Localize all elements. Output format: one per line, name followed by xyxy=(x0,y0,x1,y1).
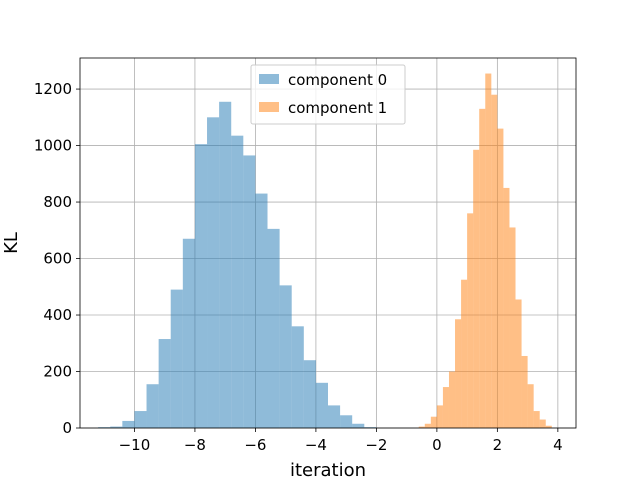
series-0-bars xyxy=(98,101,377,429)
bar-series-0-bin-21 xyxy=(352,423,365,428)
x-tick-label: 0 xyxy=(432,436,442,454)
bar-series-0-bin-14 xyxy=(267,228,280,428)
y-tick-label: 1000 xyxy=(34,137,72,155)
bar-series-1-bin-14 xyxy=(503,187,510,428)
legend-label-component-1: component 1 xyxy=(288,99,387,117)
bar-series-1-bin-2 xyxy=(430,416,437,428)
y-tick-label: 400 xyxy=(43,306,72,324)
bar-series-0-bin-17 xyxy=(303,360,316,428)
bar-series-1-bin-21 xyxy=(545,425,552,428)
y-tick-label: 800 xyxy=(43,193,72,211)
bar-series-1-bin-8 xyxy=(467,213,474,428)
x-tick-label: 2 xyxy=(493,436,503,454)
bar-series-0-bin-16 xyxy=(291,326,304,428)
bar-series-0-bin-8 xyxy=(194,144,208,429)
bar-series-0-bin-18 xyxy=(315,382,328,428)
x-tick-label: −10 xyxy=(119,436,151,454)
bar-series-0-bin-15 xyxy=(279,285,292,428)
bar-series-0-bin-1 xyxy=(110,426,123,428)
y-tick-label: 600 xyxy=(43,250,72,268)
bar-series-1-bin-3 xyxy=(436,405,443,428)
bar-series-0-bin-0 xyxy=(98,427,111,428)
series-1-bars xyxy=(418,73,552,429)
x-tick-label: −8 xyxy=(184,436,206,454)
bar-series-1-bin-17 xyxy=(521,355,528,428)
histogram-bars xyxy=(98,73,552,429)
bar-series-0-bin-11 xyxy=(231,135,244,428)
bar-series-0-bin-10 xyxy=(219,101,232,428)
bar-series-1-bin-15 xyxy=(509,227,516,428)
legend-label-component-0: component 0 xyxy=(288,71,387,89)
bar-series-0-bin-12 xyxy=(243,155,256,428)
legend-swatch-component-1 xyxy=(259,102,279,112)
bar-series-1-bin-10 xyxy=(479,108,486,428)
legend: component 0 component 1 xyxy=(250,64,406,125)
y-tick-label: 0 xyxy=(62,419,72,437)
bar-series-0-bin-6 xyxy=(170,289,183,428)
bar-series-1-bin-11 xyxy=(485,73,492,428)
bar-series-1-bin-5 xyxy=(448,371,456,428)
x-tick-label: −6 xyxy=(244,436,266,454)
plot-frame xyxy=(79,57,577,429)
legend-frame xyxy=(250,64,406,125)
x-tick-label: −2 xyxy=(365,436,387,454)
bar-series-1-bin-6 xyxy=(455,319,462,428)
bar-series-1-bin-16 xyxy=(515,299,522,428)
bar-series-1-bin-13 xyxy=(497,128,504,428)
axis-ticks: −10 −8 −6 −4 −2 0 2 4 0 200 400 600 800 1000 1200 xyxy=(34,80,563,454)
bar-series-0-bin-9 xyxy=(207,117,220,428)
bar-series-1-bin-20 xyxy=(539,419,546,428)
x-tick-label: −4 xyxy=(305,436,327,454)
bar-series-1-bin-9 xyxy=(473,149,480,429)
bar-series-1-bin-0 xyxy=(418,426,425,428)
y-tick-label: 1200 xyxy=(34,80,72,98)
bar-series-1-bin-12 xyxy=(491,94,498,428)
bar-series-0-bin-20 xyxy=(340,415,353,428)
y-tick-label: 200 xyxy=(43,363,72,381)
bar-series-0-bin-3 xyxy=(134,411,147,428)
x-tick-label: 4 xyxy=(553,436,563,454)
bar-series-0-bin-19 xyxy=(328,405,341,428)
bar-series-0-bin-4 xyxy=(146,384,159,428)
bar-series-0-bin-2 xyxy=(122,420,135,428)
bar-series-0-bin-13 xyxy=(255,193,268,428)
legend-swatch-component-0 xyxy=(259,74,279,84)
x-axis-title: iteration xyxy=(290,460,366,480)
bar-series-1-bin-19 xyxy=(533,411,540,428)
y-axis-title: KL xyxy=(1,232,22,254)
bar-series-0-bin-5 xyxy=(158,339,171,428)
bar-series-0-bin-22 xyxy=(364,427,377,428)
bar-series-0-bin-7 xyxy=(182,238,195,428)
bar-series-1-bin-7 xyxy=(461,279,468,428)
bar-series-1-bin-1 xyxy=(424,423,431,428)
bar-series-1-bin-18 xyxy=(527,384,534,428)
bar-series-1-bin-4 xyxy=(442,387,449,428)
